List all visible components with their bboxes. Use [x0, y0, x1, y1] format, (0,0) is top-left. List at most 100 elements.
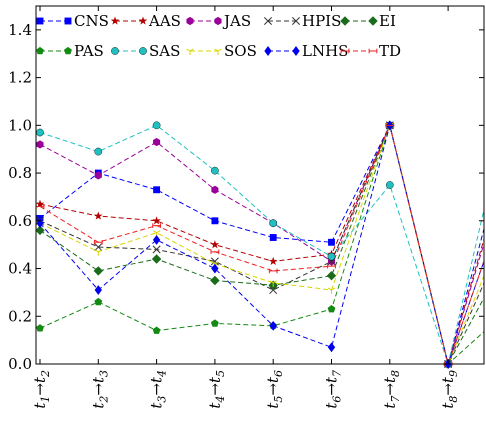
ytick-label: 0.8 — [8, 164, 32, 182]
xtick-label-1: t2→t3 — [89, 370, 110, 409]
legend-item-cns: CNS — [36, 12, 109, 30]
point-aas-1 — [94, 211, 103, 220]
legend-item-pas: PAS — [36, 42, 104, 60]
point-td-3 — [210, 249, 220, 255]
legend-marker-start — [340, 48, 350, 54]
point-cns-2 — [153, 186, 161, 194]
legend-label: PAS — [74, 42, 104, 60]
legend-label: EI — [379, 12, 396, 30]
point-ei-2 — [151, 254, 162, 264]
legend-label: AAS — [148, 12, 181, 30]
xtick-label-2: t3→t4 — [148, 370, 169, 409]
point-cns-4 — [269, 234, 277, 241]
legend-marker-start — [264, 46, 272, 56]
legend-label: HPIS — [302, 12, 341, 30]
point-aas-2 — [152, 216, 161, 225]
legend-marker-start — [111, 47, 119, 55]
legend-marker-end — [292, 46, 300, 56]
point-jas-3 — [211, 185, 219, 194]
point-pas-0 — [36, 324, 44, 332]
series-line-sos — [39, 123, 484, 366]
ytick-label: 0.0 — [8, 355, 32, 373]
point-pas-2 — [152, 326, 161, 334]
legend-label: CNS — [74, 12, 109, 30]
point-ei-5 — [326, 270, 337, 281]
point-td-1 — [93, 239, 103, 245]
ytick-label: 0.4 — [8, 260, 32, 278]
legend-label: LNHS — [302, 42, 348, 60]
legend-marker-start — [110, 16, 120, 25]
point-hpis-4 — [269, 286, 278, 295]
legend-marker-end — [138, 16, 148, 25]
xtick-label-3: t4→t5 — [206, 370, 227, 409]
point-ei-3 — [210, 275, 220, 286]
legend-marker-start — [36, 46, 44, 55]
series-line-td — [39, 123, 484, 366]
point-aas-3 — [210, 240, 220, 249]
point-sas-6 — [385, 181, 394, 189]
legend-marker-start — [186, 16, 194, 26]
point-lnhs-3 — [211, 263, 219, 274]
point-sos-5 — [327, 287, 336, 294]
point-cns-5 — [328, 238, 335, 246]
point-pas-3 — [211, 319, 219, 327]
point-pas-1 — [94, 297, 103, 306]
legend-label: SAS — [149, 42, 180, 60]
legend-marker-end — [64, 46, 72, 55]
point-sos-4 — [269, 280, 277, 287]
series-lines — [39, 123, 484, 366]
point-ei-1 — [93, 266, 104, 276]
point-sas-2 — [152, 121, 161, 130]
point-td-2 — [152, 223, 161, 228]
legend-marker-start — [263, 16, 273, 26]
ytick-label: 1.0 — [8, 116, 32, 134]
legend-item-jas: JAS — [186, 12, 251, 30]
series-line-sas — [39, 124, 484, 366]
point-aas-0 — [36, 199, 45, 208]
legend-item-sas: SAS — [111, 42, 180, 60]
point-lnhs-2 — [152, 234, 161, 245]
point-aas-4 — [268, 256, 278, 266]
series-line-hpis — [39, 123, 484, 366]
legend-marker-start — [36, 17, 44, 25]
point-jas-1 — [94, 171, 102, 180]
point-hpis-3 — [210, 257, 219, 266]
xtick-label-7: t8→t9 — [439, 370, 460, 409]
point-cns-3 — [211, 217, 219, 225]
legend-marker-end — [139, 47, 147, 55]
ytick-label: 1.2 — [8, 69, 32, 87]
series-markers — [36, 120, 453, 369]
axes: 0.0 0.2 0.4 0.6 0.8 1.0 1.2 1.4 t1→t2 t2→t3 t3→t4 t… — [8, 6, 484, 409]
ytick-label: 0.6 — [8, 212, 32, 230]
point-sas-1 — [94, 147, 103, 156]
legend-marker-end — [368, 48, 378, 54]
legend-marker-end — [214, 16, 222, 26]
legend-marker-end — [214, 48, 222, 55]
point-sas-0 — [36, 128, 44, 137]
legend-item-sos: SOS — [186, 42, 257, 60]
point-lnhs-5 — [327, 342, 336, 353]
legend-marker-start — [340, 16, 350, 26]
point-jas-2 — [153, 137, 161, 147]
point-ei-0 — [36, 225, 45, 236]
point-td-6 — [385, 123, 395, 128]
legend-marker-end — [368, 16, 378, 26]
point-sas-4 — [269, 219, 278, 228]
legend-item-hpis: HPIS — [263, 12, 341, 30]
point-sos-1 — [94, 249, 102, 256]
legend-item-lnhs: LNHS — [264, 42, 348, 60]
ytick-label: 1.4 — [8, 21, 32, 39]
legend: CNS AAS JAS HPIS EI PAS SAS SOS LNHS TD — [36, 12, 401, 60]
point-td-5 — [327, 263, 336, 269]
plot-frame — [35, 5, 485, 365]
xtick-label-6: t7→t8 — [381, 370, 402, 409]
xtick-label-4: t5→t6 — [264, 370, 285, 409]
legend-item-td: TD — [340, 42, 401, 60]
legend-label: SOS — [224, 42, 257, 60]
point-sas-5 — [327, 252, 336, 261]
point-lnhs-1 — [94, 285, 102, 295]
xtick-label-0: t1→t2 — [31, 370, 52, 409]
legend-item-aas: AAS — [110, 12, 181, 30]
